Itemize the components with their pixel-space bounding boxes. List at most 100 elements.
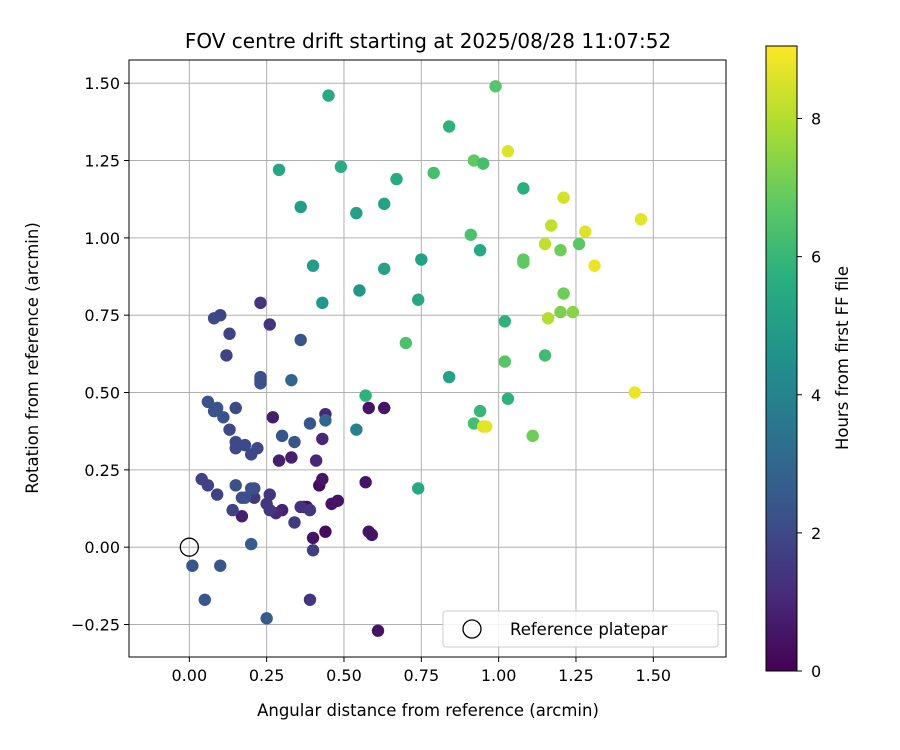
y-tick-label: 1.50 — [84, 74, 120, 93]
scatter-point — [377, 401, 391, 415]
scatter-point — [334, 160, 348, 173]
grid — [129, 60, 726, 657]
scatter-point — [359, 389, 372, 402]
scatter-point — [442, 370, 456, 384]
scatter-point — [207, 404, 221, 418]
colorbar-tick-label: 6 — [811, 248, 821, 267]
colorbar-tick-label: 2 — [811, 524, 821, 543]
x-tick-label: 0.25 — [249, 666, 285, 685]
scatter-point — [294, 200, 307, 214]
scatter-points — [186, 80, 648, 637]
legend-marker — [462, 619, 482, 639]
colorbar-tick-label: 0 — [811, 662, 821, 681]
scatter-point — [545, 219, 558, 232]
scatter-point — [353, 284, 366, 297]
legend-label: Reference platepar — [510, 620, 668, 639]
scatter-point — [489, 80, 502, 93]
x-tick-label: 1.25 — [558, 666, 594, 685]
y-axis-ticks: −0.25 0.00 0.25 0.50 0.75 1.00 1.25 1.50 — [71, 74, 129, 635]
x-tick-label: 0.00 — [172, 666, 208, 685]
scatter-point — [442, 120, 456, 133]
scatter-point — [260, 612, 273, 625]
scatter-point — [210, 488, 224, 501]
scatter-point — [238, 491, 252, 504]
x-tick-label: 1.00 — [481, 666, 517, 685]
scatter-point — [359, 476, 372, 489]
x-tick-label: 0.75 — [404, 666, 440, 685]
colorbar: 0 2 4 6 8 Hours from first FF file — [765, 45, 852, 681]
plot-frame — [128, 59, 727, 658]
scatter-point — [198, 593, 211, 606]
scatter-point — [226, 503, 239, 517]
scatter-point — [186, 559, 199, 572]
colorbar-gradient — [765, 45, 798, 672]
scatter-point — [538, 237, 552, 251]
scatter-point — [350, 423, 363, 436]
scatter-point — [634, 213, 648, 226]
scatter-point — [464, 228, 478, 241]
scatter-point — [303, 593, 317, 606]
scatter-point — [480, 420, 493, 433]
scatter-point — [371, 624, 385, 637]
scatter-point — [554, 305, 567, 319]
y-tick-label: 0.50 — [84, 384, 120, 403]
scatter-point — [501, 392, 515, 405]
scatter-point — [541, 312, 555, 325]
x-axis-ticks: 0.00 0.25 0.50 0.75 1.00 1.25 1.50 — [172, 657, 671, 685]
scatter-point — [275, 429, 289, 443]
scatter-point — [288, 516, 301, 529]
scatter-point — [412, 293, 425, 306]
scatter-point — [223, 327, 236, 340]
scatter-point — [377, 197, 391, 211]
y-tick-label: −0.25 — [71, 616, 120, 635]
legend: Reference platepar — [442, 610, 719, 648]
scatter-point — [263, 318, 276, 331]
scatter-point — [244, 537, 258, 551]
scatter-point — [498, 355, 512, 368]
colorbar-ticks: 0 2 4 6 8 — [797, 110, 821, 681]
scatter-point — [272, 163, 286, 177]
scatter-point — [306, 544, 320, 557]
scatter-point — [501, 145, 515, 158]
scatter-point — [303, 417, 317, 430]
scatter-point — [217, 411, 230, 424]
colorbar-label: Hours from first FF file — [833, 266, 852, 450]
scatter-point — [244, 482, 258, 495]
scatter-point — [306, 531, 320, 545]
scatter-point — [316, 472, 329, 486]
scatter-point — [214, 559, 227, 572]
scatter-point — [362, 401, 375, 415]
y-tick-label: 0.25 — [84, 461, 120, 480]
scatter-point — [251, 442, 264, 455]
scatter-point — [294, 333, 307, 347]
scatter-point — [238, 438, 252, 452]
scatter-point — [263, 503, 276, 517]
scatter-point — [557, 191, 570, 204]
scatter-point — [285, 373, 298, 387]
y-tick-label: 0.00 — [84, 538, 120, 557]
scatter-point — [412, 482, 425, 495]
scatter-point — [377, 262, 391, 275]
x-tick-label: 1.50 — [635, 666, 671, 685]
scatter-point — [473, 244, 487, 257]
reference-point — [179, 537, 199, 557]
scatter-point — [263, 488, 276, 501]
scatter-point — [235, 510, 249, 523]
scatter-point — [254, 296, 267, 310]
scatter-point — [319, 414, 332, 427]
scatter-point — [266, 411, 280, 424]
scatter-point — [365, 528, 379, 542]
scatter-point — [526, 429, 539, 443]
scatter-point — [399, 336, 413, 350]
scatter-point — [350, 206, 363, 220]
scatter-point — [207, 312, 221, 325]
colorbar-tick-label: 4 — [811, 386, 821, 405]
scatter-point — [427, 166, 440, 180]
scatter-point — [325, 497, 338, 511]
scatter-point — [588, 259, 601, 272]
scatter-point — [557, 287, 570, 300]
scatter-point — [306, 259, 320, 272]
x-axis-label: Angular distance from reference (arcmin) — [257, 701, 599, 720]
scatter-point — [572, 237, 586, 251]
